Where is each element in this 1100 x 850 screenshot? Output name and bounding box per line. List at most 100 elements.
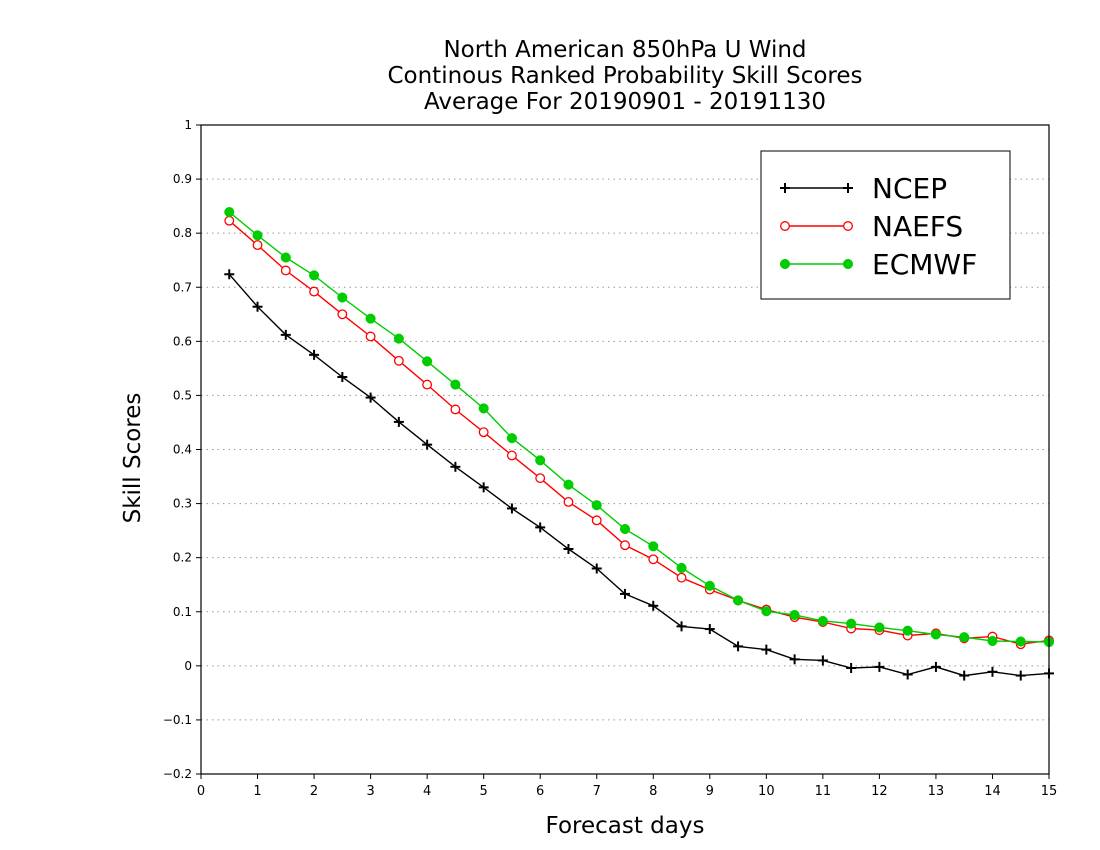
data-point-ecmwf xyxy=(535,455,546,466)
x-tick-label: 0 xyxy=(197,784,205,799)
data-point-ncep xyxy=(563,544,574,555)
data-point-naefs xyxy=(393,355,404,366)
data-point-naefs xyxy=(478,427,489,438)
y-tick-label: 0.9 xyxy=(173,172,192,186)
data-point-naefs xyxy=(422,379,433,390)
data-point-ncep xyxy=(704,624,715,635)
y-tick-label: −0.1 xyxy=(163,713,192,727)
legend-item-ecmwf: ECMWF xyxy=(779,248,977,281)
x-axis-label: Forecast days xyxy=(546,813,705,839)
data-point-ncep xyxy=(733,641,744,652)
data-point-ecmwf xyxy=(365,313,376,324)
series-ncep xyxy=(224,269,1054,681)
data-point-ncep xyxy=(902,669,913,680)
data-point-ncep xyxy=(450,461,461,472)
y-tick-label: 0 xyxy=(184,659,192,673)
series-line-ncep xyxy=(228,273,1050,677)
legend-label-ecmwf: ECMWF xyxy=(872,248,977,281)
data-point-naefs xyxy=(506,450,517,461)
data-point-naefs xyxy=(252,240,263,251)
data-point-naefs xyxy=(280,265,291,276)
data-point-ecmwf xyxy=(648,541,659,552)
data-point-naefs xyxy=(676,572,687,583)
data-point-naefs xyxy=(648,554,659,565)
legend-marker xyxy=(842,258,854,270)
y-tick-label: 0.6 xyxy=(173,334,192,348)
chart-title-line-1: North American 850hPa U Wind xyxy=(443,37,807,63)
x-tick-label: 13 xyxy=(928,784,945,799)
data-point-ecmwf xyxy=(733,595,744,606)
data-point-ecmwf xyxy=(704,580,715,591)
legend-marker xyxy=(779,258,791,270)
y-axis: 1 0.9 0.8 0.7 0.6 0.5 0.4 0.3 0.2 0.1 0 −0.1 −0.2 xyxy=(163,118,201,781)
data-point-ncep xyxy=(874,661,885,672)
data-point-ncep xyxy=(337,372,348,383)
x-tick-label: 12 xyxy=(871,784,888,799)
data-point-ncep xyxy=(959,670,970,681)
data-point-ecmwf xyxy=(846,618,857,629)
data-point-ncep xyxy=(817,655,828,666)
data-point-naefs xyxy=(563,497,574,507)
grid-lines xyxy=(201,178,1049,721)
data-point-ncep xyxy=(506,503,517,514)
data-point-ncep xyxy=(252,301,263,312)
data-point-ncep xyxy=(789,654,800,665)
data-point-naefs xyxy=(591,515,602,526)
data-point-ncep xyxy=(224,269,235,280)
x-tick-label: 11 xyxy=(815,784,832,799)
data-point-ecmwf xyxy=(874,622,885,633)
data-point-naefs xyxy=(309,286,320,297)
data-point-ecmwf xyxy=(478,403,489,414)
legend-label-ncep: NCEP xyxy=(872,172,947,205)
legend-marker xyxy=(843,221,853,231)
data-point-naefs xyxy=(337,309,348,320)
data-point-ncep xyxy=(930,661,941,672)
data-point-naefs xyxy=(365,331,376,342)
x-tick-label: 10 xyxy=(758,784,775,799)
data-point-ncep xyxy=(365,392,376,403)
data-point-ncep xyxy=(761,644,772,655)
data-point-ecmwf xyxy=(252,230,263,241)
data-point-ecmwf xyxy=(309,270,320,281)
x-tick-label: 2 xyxy=(310,784,318,799)
data-point-ecmwf xyxy=(563,479,574,490)
x-tick-label: 15 xyxy=(1041,784,1058,799)
data-point-ncep xyxy=(478,482,489,493)
data-point-ecmwf xyxy=(930,629,941,640)
x-tick-label: 5 xyxy=(480,784,488,799)
legend-marker xyxy=(780,183,790,193)
data-point-ecmwf xyxy=(1015,636,1026,647)
data-point-ncep xyxy=(620,588,630,599)
data-point-ecmwf xyxy=(619,523,631,535)
data-point-naefs xyxy=(450,404,461,415)
legend-box xyxy=(760,150,1011,300)
data-point-ecmwf xyxy=(676,562,687,573)
x-axis: 0 1 2 3 4 5 6 7 8 9 10 11 12 13 14 15 xyxy=(197,774,1057,799)
data-point-ecmwf xyxy=(959,632,970,643)
data-point-ncep xyxy=(648,600,659,611)
data-point-ecmwf xyxy=(224,207,235,218)
x-tick-label: 3 xyxy=(366,784,374,799)
data-point-ncep xyxy=(535,522,546,533)
y-tick-label: 0.7 xyxy=(173,280,192,294)
data-point-naefs xyxy=(620,540,630,551)
y-tick-label: 0.4 xyxy=(173,443,192,457)
y-tick-label: 0.2 xyxy=(173,551,192,565)
data-point-ecmwf xyxy=(280,252,291,263)
data-point-ecmwf xyxy=(337,292,348,303)
chart-title-line-3: Average For 20190901 - 20191130 xyxy=(423,89,827,115)
series-group xyxy=(224,207,1055,681)
y-tick-label: −0.2 xyxy=(163,767,192,781)
x-tick-label: 1 xyxy=(253,784,261,799)
data-point-ecmwf xyxy=(987,635,998,647)
data-point-ncep xyxy=(280,329,291,340)
data-point-ecmwf xyxy=(422,356,433,367)
x-tick-label: 14 xyxy=(984,784,1001,799)
data-point-naefs xyxy=(535,473,546,484)
legend-label-naefs: NAEFS xyxy=(872,210,963,243)
x-tick-label: 8 xyxy=(649,784,657,799)
series-ecmwf xyxy=(224,207,1055,648)
x-tick-label: 4 xyxy=(423,784,431,799)
data-point-ncep xyxy=(1015,670,1026,681)
